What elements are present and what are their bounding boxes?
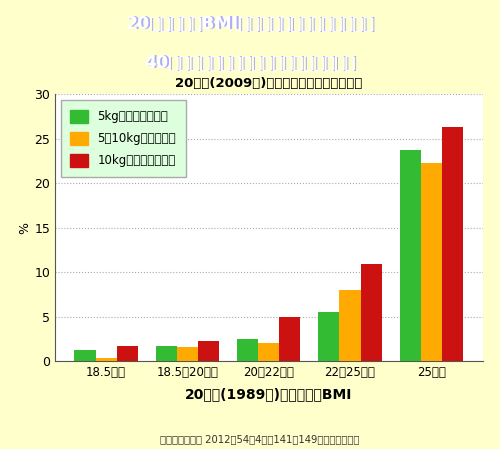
Bar <box>74 350 96 361</box>
Text: 40歳代における糖尿病有病率に及ぼす影響: 40歳代における糖尿病有病率に及ぼす影響 <box>146 54 357 72</box>
Bar <box>156 346 177 361</box>
Legend: 5kg以内の体重変動, 5～10kgの体重増加, 10kg以上の体重増加: 5kg以内の体重変動, 5～10kgの体重増加, 10kg以上の体重増加 <box>61 100 186 177</box>
Bar <box>96 358 116 361</box>
Bar <box>400 150 421 361</box>
Text: 20歳代男性のBMIならびにその後の体重変化が: 20歳代男性のBMIならびにその後の体重変化が <box>126 14 374 33</box>
Bar <box>442 127 463 361</box>
Text: 20歳代男性のBMIならびにその後の体重変化が: 20歳代男性のBMIならびにその後の体重変化が <box>128 15 376 33</box>
Bar <box>421 163 442 361</box>
Bar <box>280 317 300 361</box>
Text: 産業衛生学雑誌 2012；54（4）：141－149より引用・改変: 産業衛生学雑誌 2012；54（4）：141－149より引用・改変 <box>160 435 360 445</box>
Bar <box>318 313 340 361</box>
Bar <box>198 341 219 361</box>
Bar <box>116 346 138 361</box>
Bar <box>360 264 382 361</box>
Y-axis label: %: % <box>18 222 32 234</box>
Title: 20年後(2009年)の時点での糖尿病の有病率: 20年後(2009年)の時点での糖尿病の有病率 <box>175 77 362 90</box>
Bar <box>237 339 258 361</box>
Bar <box>177 347 198 361</box>
Bar <box>340 290 360 361</box>
Text: 40歳代における糖尿病有病率に及ぼす影響: 40歳代における糖尿病有病率に及ぼす影響 <box>144 54 356 72</box>
X-axis label: 20歳代(1989年)の時点でのBMI: 20歳代(1989年)の時点でのBMI <box>185 387 352 402</box>
Bar <box>258 343 280 361</box>
